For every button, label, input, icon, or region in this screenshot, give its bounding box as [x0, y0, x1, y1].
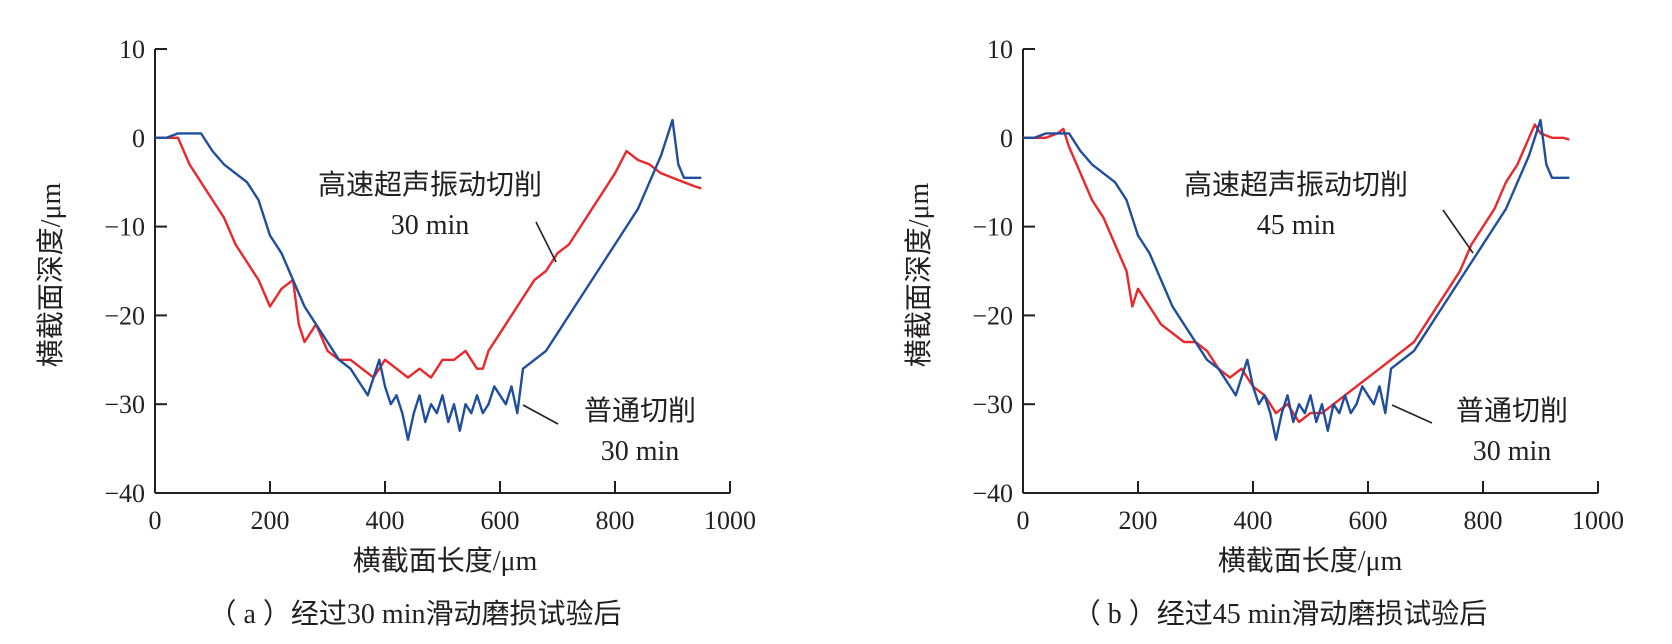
y-tick-label: −40 [104, 479, 145, 508]
chart-panel-a: 100−10−20−30−400 200 400 600 800 1000横截面长度/μm… [35, 35, 756, 630]
x-tick-label: 0 [149, 506, 162, 535]
x-tick-label: 600 [1349, 506, 1388, 535]
x-axis-title: 横截面长度/μm [353, 545, 538, 577]
x-axis-title: 横截面长度/μm [1218, 545, 1403, 577]
annotation-leader [522, 404, 559, 425]
annotation-leader [535, 221, 557, 263]
series-line-high-speed-ultrasonic [155, 136, 702, 379]
annotation-text: 高速超声振动切削 [318, 169, 542, 201]
annotation-text: 45 min [1257, 210, 1336, 241]
y-tick-label: 0 [1000, 124, 1013, 153]
y-tick-label: −20 [972, 301, 1013, 330]
annotation-text: 30 min [1473, 436, 1552, 467]
annotation-leader [1442, 209, 1474, 254]
series-line-high-speed-ultrasonic [1023, 123, 1570, 424]
x-tick-label: 800 [596, 506, 635, 535]
y-tick-label: −30 [972, 390, 1013, 419]
annotation-text: 普通切削 [1456, 395, 1568, 427]
y-tick-label: −20 [104, 301, 145, 330]
y-tick-label: 10 [987, 35, 1013, 64]
x-tick-label: 800 [1464, 506, 1503, 535]
x-tick-label: 0 [1017, 506, 1030, 535]
chart-panel-b: 100−10−20−30−400 200 400 600 800 1000横截面长度/μm… [903, 35, 1624, 630]
y-tick-label: −30 [104, 390, 145, 419]
y-axis-title: 横截面深度/μm [35, 182, 67, 367]
y-tick-label: 0 [132, 124, 145, 153]
x-tick-label: 400 [1234, 506, 1273, 535]
x-tick-label: 1000 [1572, 506, 1624, 535]
y-tick-label: −40 [972, 479, 1013, 508]
annotation-text: 30 min [601, 436, 680, 467]
x-tick-label: 1000 [704, 506, 756, 535]
y-tick-label: −10 [972, 213, 1013, 242]
figure-caption: （ a ）经过30 min滑动磨损试验后 [209, 598, 622, 630]
figure-caption: （ b ）经过45 min滑动磨损试验后 [1073, 598, 1488, 630]
annotation-leader [1391, 404, 1433, 424]
y-tick-label: −10 [104, 213, 145, 242]
y-tick-label: 10 [119, 35, 145, 64]
annotation-text: 普通切削 [584, 395, 696, 427]
x-tick-label: 400 [366, 506, 405, 535]
y-axis-title: 横截面深度/μm [903, 182, 935, 367]
annotation-text: 高速超声振动切削 [1184, 169, 1408, 201]
series-line-conventional [155, 118, 702, 441]
x-tick-label: 200 [251, 506, 290, 535]
annotation-text: 30 min [391, 210, 470, 241]
x-tick-label: 200 [1119, 506, 1158, 535]
series-line-conventional [1023, 118, 1570, 441]
x-tick-label: 600 [481, 506, 520, 535]
